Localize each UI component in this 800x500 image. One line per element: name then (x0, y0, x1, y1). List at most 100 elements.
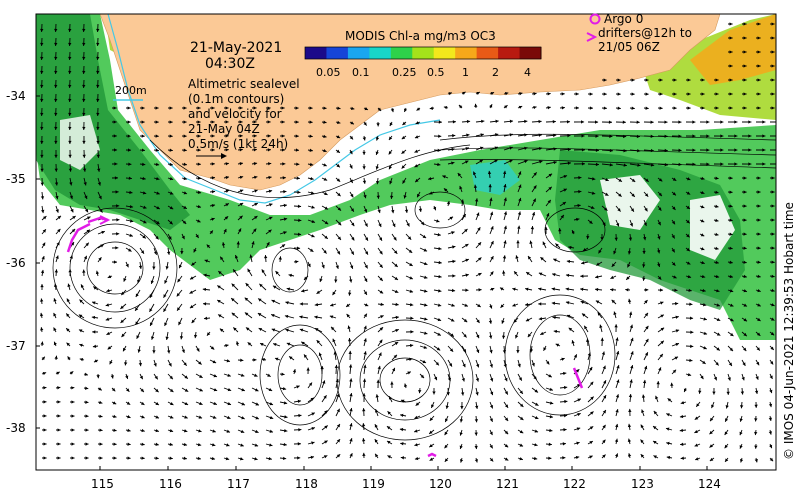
velocity-arrowhead (54, 84, 58, 88)
velocity-arrowhead (585, 338, 590, 342)
velocity-arrowhead (762, 162, 766, 166)
velocity-arrowhead (269, 203, 273, 207)
velocity-arrowhead (631, 92, 635, 96)
velocity-arrowhead (400, 413, 404, 418)
velocity-arrowhead (743, 106, 747, 110)
velocity-arrowhead (656, 249, 661, 254)
velocity-arrowhead (742, 362, 746, 366)
velocity-arrowhead (642, 250, 646, 255)
velocity-arrowhead (350, 265, 354, 269)
velocity-arrowhead (645, 178, 649, 182)
velocity-arrowhead (42, 242, 46, 247)
velocity-arrowhead (447, 377, 452, 382)
velocity-arrowhead (534, 402, 539, 406)
velocity-arrowhead (644, 365, 648, 370)
velocity-arrowhead (87, 216, 91, 220)
velocity-arrowhead (478, 288, 482, 292)
velocity-arrowhead (614, 237, 618, 241)
velocity-arrowhead (631, 106, 635, 110)
velocity-arrowhead (85, 456, 89, 460)
velocity-arrowhead (292, 369, 297, 373)
velocity-arrowhead (138, 265, 143, 269)
velocity-arrowhead (515, 334, 519, 339)
velocity-arrowhead (57, 456, 61, 460)
velocity-arrowhead (285, 301, 289, 305)
velocity-arrowhead (503, 240, 507, 244)
velocity-arrowhead (311, 426, 315, 431)
velocity-arrowhead (68, 28, 72, 32)
velocity-arrowhead (459, 432, 463, 436)
velocity-arrowhead (549, 415, 554, 419)
velocity-arrowhead (364, 278, 368, 282)
velocity-arrowhead (720, 120, 724, 124)
velocity-arrowhead (55, 255, 59, 259)
velocity-arrowhead (268, 388, 273, 392)
velocity-arrowhead (253, 148, 257, 152)
velocity-arrowhead (324, 220, 329, 225)
velocity-arrowhead (124, 362, 128, 366)
velocity-arrowhead (82, 84, 86, 88)
velocity-arrowhead (770, 346, 774, 350)
velocity-arrowhead (754, 390, 759, 394)
velocity-arrowhead (623, 134, 627, 139)
velocity-arrowhead (500, 304, 504, 308)
velocity-arrowhead (53, 298, 57, 302)
velocity-arrowhead (54, 56, 58, 60)
velocity-arrowhead (590, 396, 594, 400)
y-tick-label: -34 (6, 89, 26, 103)
velocity-arrowhead (686, 234, 690, 238)
velocity-arrowhead (323, 106, 327, 110)
velocity-arrowhead (337, 106, 341, 110)
velocity-arrowhead (565, 287, 569, 291)
velocity-arrowhead (667, 398, 672, 402)
velocity-arrowhead (770, 317, 775, 321)
x-tick-label: 117 (227, 477, 250, 491)
velocity-arrowhead (40, 140, 44, 144)
velocity-arrowhead (671, 235, 675, 239)
velocity-arrowhead (110, 375, 114, 379)
x-tick-label: 116 (159, 477, 182, 491)
velocity-arrowhead (509, 133, 513, 137)
velocity-arrowhead (643, 222, 647, 226)
velocity-arrowhead (226, 443, 230, 447)
velocity-arrowhead (93, 286, 97, 290)
velocity-arrowhead (701, 274, 706, 279)
velocity-arrowhead (363, 313, 367, 318)
velocity-arrowhead (268, 229, 272, 233)
velocity-arrowhead (538, 287, 542, 291)
velocity-arrowhead (503, 225, 507, 230)
velocity-arrowhead (239, 215, 243, 220)
velocity-arrowhead (389, 122, 393, 127)
velocity-arrowhead (295, 148, 299, 152)
velocity-arrowhead (580, 274, 584, 278)
velocity-arrowhead (231, 312, 236, 317)
velocity-arrowhead (349, 453, 353, 457)
colorbar: MODIS Chl-a mg/m3 OC3 0.05 0.1 0.25 0.5 … (304, 29, 542, 79)
colorbar-tick: 1 (462, 66, 469, 79)
velocity-arrowhead (743, 50, 747, 54)
velocity-arrowhead (604, 207, 608, 211)
velocity-arrowhead (488, 184, 492, 188)
velocity-arrowhead (39, 312, 44, 317)
velocity-arrowhead (127, 120, 131, 124)
velocity-arrowhead (420, 374, 425, 379)
velocity-arrowhead (255, 402, 259, 406)
velocity-arrowhead (362, 180, 367, 184)
velocity-arrowhead (743, 260, 747, 264)
velocity-arrowhead (518, 105, 523, 109)
velocity-arrowhead (197, 134, 201, 138)
velocity-arrowhead (501, 335, 506, 339)
velocity-arrowhead (149, 308, 153, 312)
velocity-arrowhead (771, 78, 775, 82)
velocity-arrowhead (178, 321, 182, 326)
velocity-arrowhead (590, 381, 594, 386)
velocity-arrowhead (191, 319, 195, 324)
velocity-arrowhead (239, 189, 244, 193)
velocity-arrowhead (364, 223, 368, 227)
velocity-arrowhead (771, 274, 775, 278)
velocity-arrowhead (309, 106, 313, 110)
velocity-arrowhead (504, 457, 509, 461)
velocity-arrowhead (70, 242, 75, 246)
velocity-arrowhead (602, 222, 606, 226)
velocity-arrowhead (141, 148, 145, 152)
